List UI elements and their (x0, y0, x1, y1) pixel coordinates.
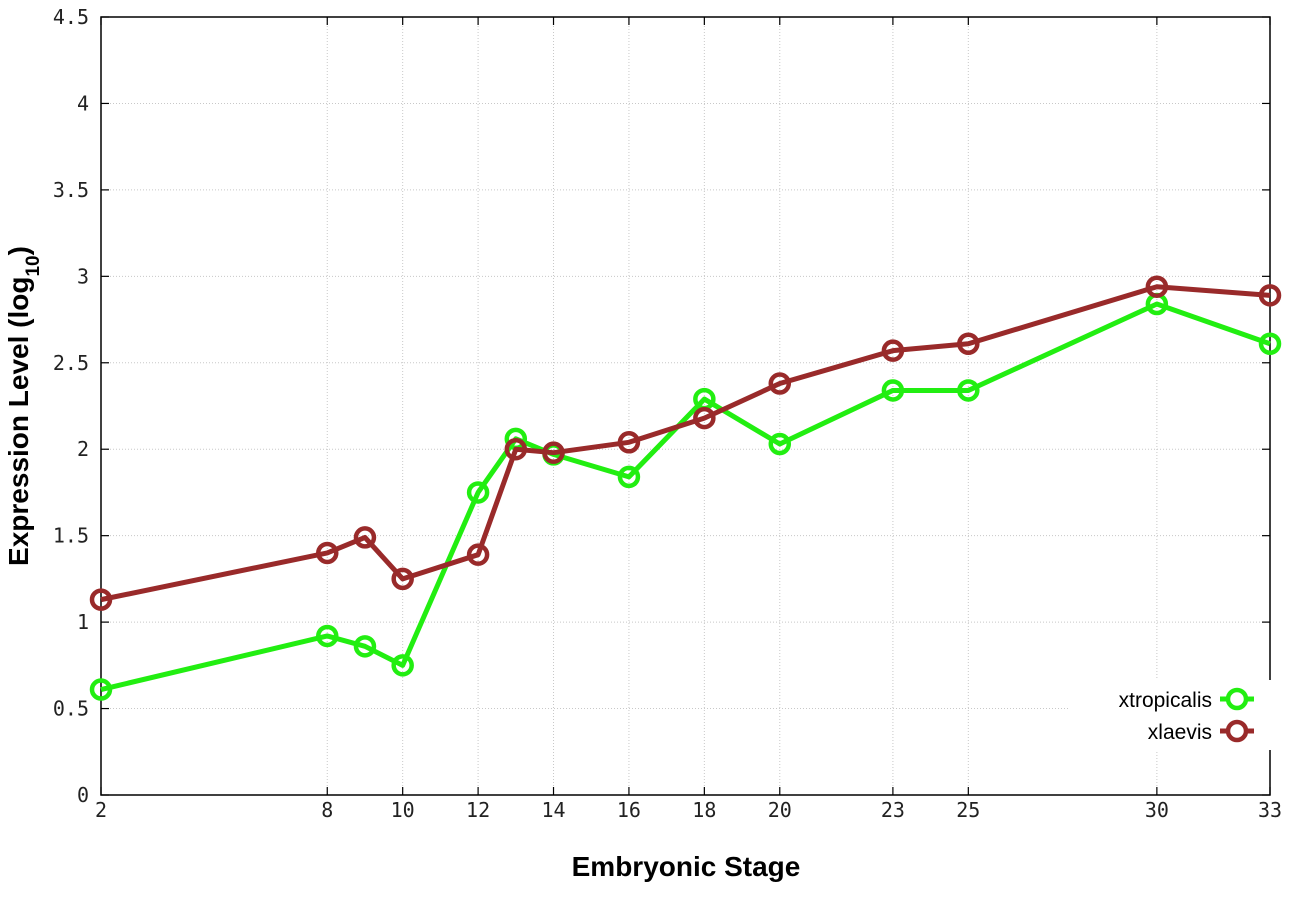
axis-layer: 0 0.5 1 1.5 2 2.5 3 3.5 4 4.5 2 8 10 12 14 16 18 20 23 25 30… (53, 5, 1282, 822)
data-point-xlaevis (693, 406, 716, 430)
data-point-xtropicalis (957, 379, 980, 402)
x-tick-label: 2 (95, 798, 107, 822)
legend-label-xlaevis: xlaevis (1148, 721, 1212, 744)
x-tick-label: 10 (391, 798, 415, 822)
y-tick-label: 2.5 (53, 351, 89, 375)
y-tick-label: 0 (77, 783, 89, 807)
data-point-xlaevis (881, 339, 905, 362)
legend: xtropicalis xlaevis (1068, 680, 1273, 750)
data-point-xlaevis (768, 372, 792, 395)
data-point-xtropicalis (1258, 332, 1282, 356)
y-axis-title-main: Expression Level (log (3, 277, 34, 566)
data-point-xtropicalis (881, 379, 905, 402)
y-axis-title-subscript: 10 (23, 255, 44, 276)
x-tick-label: 8 (321, 798, 333, 822)
y-tick-label: 4 (77, 91, 89, 115)
y-axis-title: Expression Level (log10) (3, 246, 44, 566)
y-tick-label: 3.5 (53, 178, 89, 202)
y-tick-label: 1 (77, 610, 89, 634)
data-point-xlaevis (957, 332, 980, 356)
y-axis-title-close: ) (3, 246, 34, 255)
y-tick-label: 3 (77, 264, 89, 288)
data-point-xtropicalis (391, 654, 414, 677)
series-layer (89, 275, 1282, 701)
plot-frame (100, 16, 1271, 796)
legend-label-xtropicalis: xtropicalis (1119, 689, 1212, 712)
data-point-xlaevis (391, 567, 414, 591)
data-point-xtropicalis (353, 635, 377, 658)
data-point-xtropicalis (466, 481, 490, 504)
y-tick-label: 4.5 (53, 5, 89, 29)
data-point-xlaevis (89, 588, 113, 611)
data-point-xtropicalis (316, 624, 339, 648)
x-axis-title: Embryonic Stage (572, 851, 801, 882)
x-tick-label: 16 (617, 798, 641, 822)
y-tick-label: 1.5 (53, 524, 89, 548)
x-tick-label: 18 (692, 798, 716, 822)
x-tick-label: 33 (1258, 798, 1282, 822)
data-point-xlaevis (316, 541, 339, 565)
data-point-xlaevis (1258, 284, 1282, 307)
data-point-xtropicalis (89, 678, 113, 701)
x-tick-label: 14 (541, 798, 565, 822)
data-point-xtropicalis (768, 432, 792, 456)
data-point-xlaevis (353, 526, 377, 549)
y-tick-label: 2 (77, 437, 89, 461)
data-point-xtropicalis (617, 465, 641, 489)
x-tick-label: 30 (1145, 798, 1169, 822)
x-tick-label: 23 (881, 798, 905, 822)
data-point-xlaevis (1145, 275, 1169, 298)
data-point-xlaevis (504, 437, 528, 461)
legend-marker-xlaevis (1225, 719, 1249, 743)
grid-layer (101, 17, 1270, 795)
x-tick-label: 12 (466, 798, 490, 822)
data-point-xlaevis (617, 431, 641, 454)
data-point-xlaevis (542, 441, 565, 464)
data-point-xlaevis (466, 543, 490, 566)
y-tick-label: 0.5 (53, 697, 89, 721)
x-tick-label: 25 (956, 798, 980, 822)
x-tick-label: 20 (768, 798, 792, 822)
series-line-xtropicalis (100, 301, 1271, 692)
legend-marker-xtropicalis (1225, 687, 1249, 711)
